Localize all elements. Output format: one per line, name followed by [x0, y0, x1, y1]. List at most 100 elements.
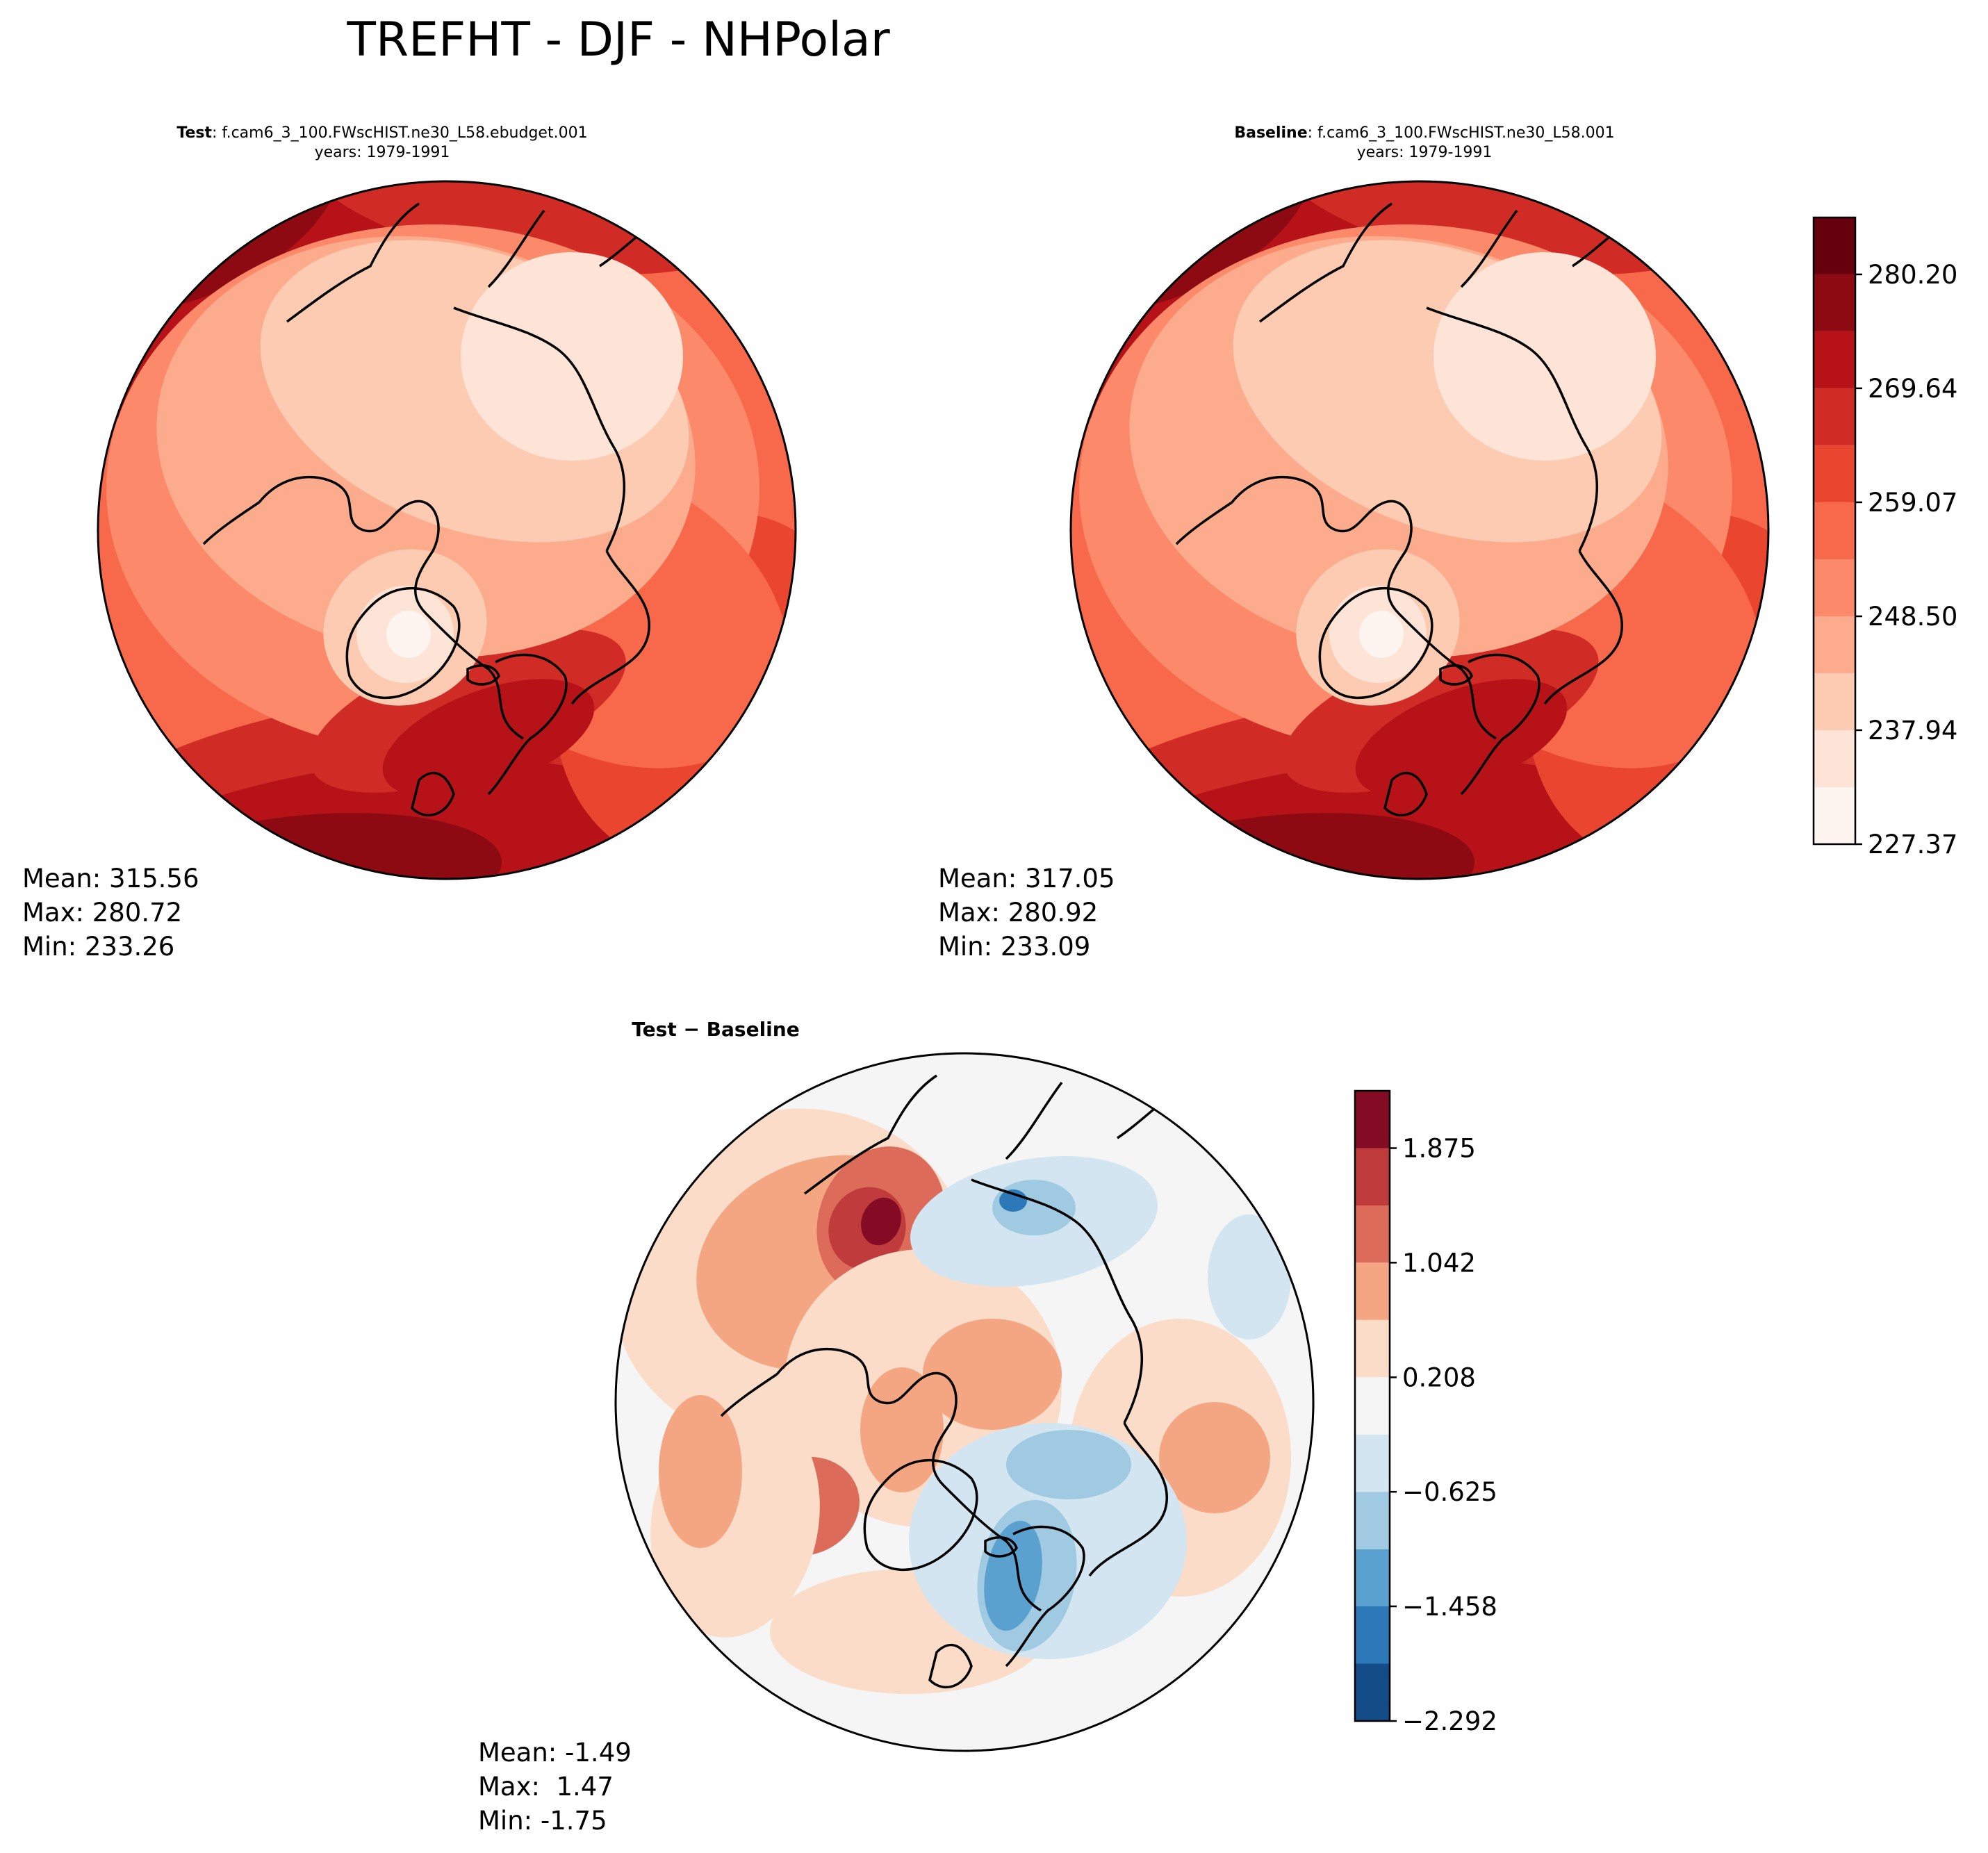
- test-max: Max: 280.72: [22, 898, 183, 928]
- coastline-6: [286, 202, 420, 323]
- diff-colorbar-swatch-9: [1355, 1148, 1390, 1206]
- test-title-years: years: 1979-1991: [314, 144, 450, 161]
- diff-colorbar-swatch-3: [1355, 1492, 1390, 1549]
- coastline-10: [466, 664, 500, 686]
- coastline-7: [487, 209, 545, 288]
- test-colorbar-swatch-2: [1814, 673, 1855, 730]
- coastline-2: [345, 586, 461, 700]
- diff-min: Min: -1.75: [478, 1806, 607, 1836]
- temp-contour-13: [461, 252, 683, 461]
- test-colorbar-tick-label-3: 259.07: [1868, 488, 1957, 518]
- coastline-6: [1258, 202, 1393, 323]
- test-title-rest: : f.cam6_3_100.FWscHIST.ne30_L58.ebudget…: [212, 124, 588, 142]
- test-colorbar-swatch-10: [1814, 217, 1855, 274]
- coastline-4: [1088, 1422, 1169, 1577]
- test-baseline-colorbar: 227.37 237.94 248.50 259.07 269.64 280.20: [1812, 216, 1957, 859]
- baseline-stats: Mean: 317.05 Max: 280.92 Min: 233.09: [938, 862, 1115, 964]
- coastline-4: [570, 550, 651, 705]
- baseline-min: Min: 233.09: [938, 932, 1091, 962]
- baseline-title-rest: : f.cam6_3_100.FWscHIST.ne30_L58.001: [1307, 124, 1615, 142]
- temp-contour-13: [1434, 252, 1656, 461]
- test-colorbar-frame: [1812, 216, 1857, 846]
- diff-colorbar-tick-label-2: −0.625: [1402, 1477, 1497, 1507]
- diff-stats: Mean: -1.49 Max: 1.47 Min: -1.75: [478, 1736, 632, 1838]
- test-colorbar-swatch-1: [1814, 730, 1855, 787]
- diff-colorbar-tick-label-0: −2.292: [1402, 1706, 1497, 1736]
- baseline-title-years: years: 1979-1991: [1356, 144, 1493, 161]
- diff-colorbar-swatch-6: [1355, 1319, 1390, 1378]
- diff-contour-6: [923, 1319, 1062, 1430]
- diff-colorbar-tick-label-4: 1.042: [1402, 1248, 1476, 1278]
- diff-contour-19: [984, 1520, 1042, 1631]
- diff-mean: Mean: -1.49: [478, 1738, 632, 1768]
- test-min: Min: 233.26: [22, 932, 175, 962]
- temp-contour-16: [386, 611, 431, 658]
- diff-colorbar-swatch-10: [1355, 1091, 1390, 1148]
- test-colorbar-swatch-7: [1814, 388, 1855, 445]
- test-colorbar-tick-label-5: 280.20: [1868, 260, 1957, 290]
- diff-map: [616, 1053, 1313, 1751]
- test-colorbar-swatch-5: [1814, 502, 1855, 559]
- diff-colorbar-frame: [1354, 1089, 1391, 1722]
- test-colorbar-swatch-3: [1814, 616, 1855, 673]
- diff-contour-10: [659, 1395, 742, 1548]
- baseline-map-border: [1069, 180, 1770, 880]
- test-colorbar-swatch-9: [1814, 274, 1855, 331]
- diff-colorbar-tick-label-1: −1.458: [1402, 1592, 1497, 1622]
- test-colorbar-tick-label-2: 248.50: [1868, 602, 1957, 632]
- diff-colorbar-swatch-1: [1355, 1606, 1390, 1664]
- temp-contour-10: [1355, 679, 1568, 798]
- coastline-1: [720, 1373, 778, 1417]
- coastline-10: [984, 1536, 1018, 1558]
- coastline-5: [487, 653, 568, 796]
- test-colorbar-tick-label-4: 269.64: [1868, 374, 1957, 404]
- coastline-0: [258, 475, 524, 740]
- coastline-9: [411, 772, 455, 816]
- coastline-7: [1460, 209, 1518, 288]
- diff-colorbar-swatch-7: [1355, 1262, 1390, 1320]
- coastline-2: [863, 1458, 978, 1572]
- test-mean: Mean: 315.56: [22, 864, 199, 893]
- diff-max: Max: 1.47: [478, 1772, 614, 1802]
- diff-colorbar-swatch-5: [1355, 1377, 1390, 1435]
- coastline-3: [1426, 306, 1599, 552]
- diff-colorbar-swatch-8: [1355, 1205, 1390, 1263]
- coastline-1: [202, 501, 260, 545]
- test-map-border: [97, 180, 797, 880]
- diff-colorbar-swatch-0: [1355, 1663, 1390, 1721]
- baseline-max: Max: 280.92: [938, 898, 1099, 928]
- diff-contour-7: [860, 1367, 944, 1492]
- diff-contour-4: [861, 1197, 901, 1246]
- test-colorbar-swatch-8: [1814, 331, 1855, 388]
- temp-contour-16: [1359, 611, 1404, 658]
- diff-map-border: [614, 1052, 1315, 1752]
- baseline-panel-title: Baseline: f.cam6_3_100.FWscHIST.ne30_L58…: [1153, 124, 1695, 163]
- test-colorbar-swatch-0: [1814, 787, 1855, 844]
- diff-contour-20: [1006, 1430, 1131, 1499]
- coastline-0: [775, 1347, 1042, 1612]
- coastline-9: [1383, 772, 1428, 816]
- coastline-6: [803, 1074, 937, 1195]
- diff-colorbar-tick-label-5: 1.875: [1402, 1134, 1476, 1164]
- coastline-1: [1175, 501, 1233, 545]
- coastline-3: [453, 306, 626, 552]
- coastline-10: [1439, 664, 1473, 686]
- diff-contour-22: [1222, 1611, 1313, 1694]
- temp-contour-10: [382, 679, 595, 798]
- diff-colorbar-tick-label-3: 0.208: [1402, 1362, 1476, 1392]
- coastline-5: [1460, 653, 1541, 796]
- diff-contour-12: [1159, 1402, 1270, 1513]
- diff-colorbar-swatch-2: [1355, 1549, 1390, 1606]
- coastline-2: [1318, 586, 1434, 700]
- baseline-mean: Mean: 317.05: [938, 864, 1115, 893]
- figure-title: TREFHT - DJF - NHPolar: [347, 13, 890, 67]
- test-colorbar-swatch-4: [1814, 559, 1855, 617]
- diff-panel-title: Test − Baseline: [632, 1018, 800, 1041]
- coastline-7: [1005, 1081, 1063, 1160]
- test-map: [98, 181, 796, 879]
- coastline-0: [1231, 475, 1497, 740]
- coastline-5: [1005, 1525, 1085, 1667]
- coastline-9: [928, 1644, 973, 1688]
- test-panel-title: Test: f.cam6_3_100.FWscHIST.ne30_L58.ebu…: [111, 124, 653, 163]
